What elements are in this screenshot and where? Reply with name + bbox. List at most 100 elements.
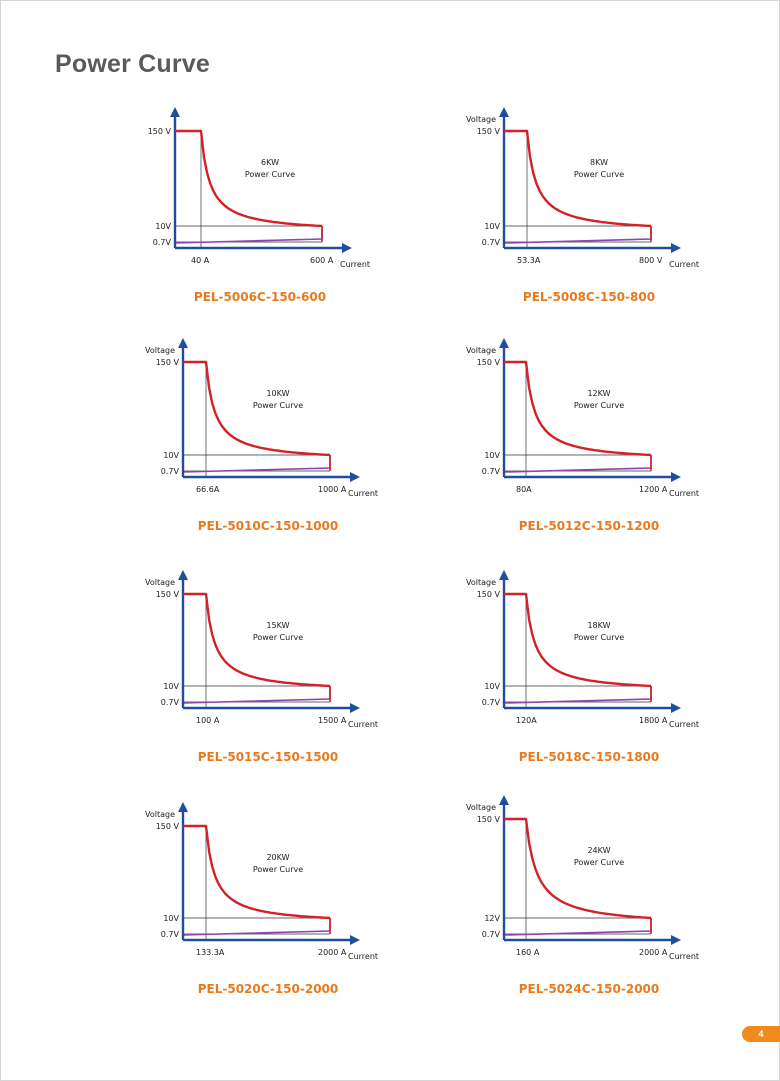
chart-subtitle: Power Curve <box>574 633 624 642</box>
y-tick-label-floor: 0.7V <box>482 238 501 247</box>
current-axis-arrow <box>342 243 352 253</box>
voltage-axis-arrow <box>499 795 509 805</box>
y-tick-label-floor: 0.7V <box>482 698 501 707</box>
y-tick-label-min: 10V <box>484 682 500 691</box>
y-tick-label-min: 10V <box>163 914 179 923</box>
model-label: PEL-5018C-150-1800 <box>519 750 660 764</box>
current-axis-label: Current <box>669 952 699 961</box>
voltage-axis-arrow <box>170 107 180 117</box>
y-tick-label-max: 150 V <box>148 127 172 136</box>
chart-subtitle: Power Curve <box>574 170 624 179</box>
y-tick-label-max: 150 V <box>156 358 180 367</box>
power-curve-line <box>504 592 652 688</box>
model-label: PEL-5008C-150-800 <box>523 290 655 304</box>
y-tick-label-max: 150 V <box>477 590 501 599</box>
low-voltage-boundary <box>182 918 331 936</box>
voltage-axis-arrow <box>499 570 509 580</box>
y-tick-label-min: 10V <box>163 451 179 460</box>
chart-subtitle: Power Curve <box>574 401 624 410</box>
x-tick-label-knee: 100 A <box>196 716 220 725</box>
page-number-badge: 4 <box>742 1026 780 1042</box>
chart-title: 6KW <box>261 158 279 167</box>
voltage-axis-label: Voltage <box>145 578 175 587</box>
chart-title: 18KW <box>587 621 610 630</box>
model-label: PEL-5012C-150-1200 <box>519 519 660 533</box>
current-axis-label: Current <box>348 489 378 498</box>
power-curve-chart-5: Voltage 150 V 10V 0.7V 100 A 1500 A Current 15K… <box>145 570 378 764</box>
voltage-axis-label: Voltage <box>466 578 496 587</box>
chart-title: 10KW <box>266 389 289 398</box>
current-axis-label: Current <box>669 489 699 498</box>
low-voltage-boundary <box>174 226 323 244</box>
power-curve-line <box>183 592 331 688</box>
x-tick-label-max: 1800 A <box>639 716 668 725</box>
chart-title: 8KW <box>590 158 608 167</box>
current-axis-label: Current <box>340 260 370 269</box>
power-curve-line <box>183 824 331 920</box>
voltage-axis-label: Voltage <box>466 346 496 355</box>
low-voltage-boundary <box>182 455 331 473</box>
y-tick-label-max: 150 V <box>156 822 180 831</box>
y-tick-label-min: 12V <box>484 914 500 923</box>
power-curve-chart-2: Voltage 150 V 10V 0.7V 53.3A 800 V Current 8KW P… <box>466 107 699 304</box>
chart-title: 12KW <box>587 389 610 398</box>
low-voltage-boundary <box>503 226 652 244</box>
model-label: PEL-5024C-150-2000 <box>519 982 660 996</box>
voltage-axis-label: Voltage <box>466 803 496 812</box>
y-tick-label-max: 150 V <box>477 358 501 367</box>
power-curve-chart-6: Voltage 150 V 10V 0.7V 120A 1800 A Current 18KW… <box>466 570 699 764</box>
x-tick-label-max: 2000 A <box>639 948 668 957</box>
chart-subtitle: Power Curve <box>574 858 624 867</box>
current-axis-arrow <box>671 243 681 253</box>
y-tick-label-min: 10V <box>155 222 171 231</box>
x-tick-label-knee: 66.6A <box>196 485 220 494</box>
y-tick-label-min: 10V <box>484 222 500 231</box>
voltage-axis-arrow <box>178 802 188 812</box>
voltage-axis-label: Voltage <box>145 346 175 355</box>
power-curve-line <box>175 129 323 228</box>
voltage-axis-arrow <box>499 338 509 348</box>
model-label: PEL-5020C-150-2000 <box>198 982 339 996</box>
current-axis-arrow <box>671 472 681 482</box>
y-tick-label-floor: 0.7V <box>161 467 180 476</box>
y-tick-label-floor: 0.7V <box>482 930 501 939</box>
power-curve-line <box>504 817 652 920</box>
chart-subtitle: Power Curve <box>253 401 303 410</box>
x-tick-label-max: 2000 A <box>318 948 347 957</box>
power-curve-chart-3: Voltage 150 V 10V 0.7V 66.6A 1000 A Current 10K… <box>145 338 378 533</box>
chart-subtitle: Power Curve <box>253 633 303 642</box>
chart-subtitle: Power Curve <box>245 170 295 179</box>
x-tick-label-knee: 40 A <box>191 256 210 265</box>
current-axis-label: Current <box>669 260 699 269</box>
chart-subtitle: Power Curve <box>253 865 303 874</box>
power-curve-line <box>504 360 652 457</box>
y-tick-label-floor: 0.7V <box>161 930 180 939</box>
y-tick-label-floor: 0.7V <box>482 467 501 476</box>
voltage-axis-label: Voltage <box>466 115 496 124</box>
x-tick-label-knee: 120A <box>516 716 537 725</box>
x-tick-label-knee: 133.3A <box>196 948 225 957</box>
voltage-axis-arrow <box>178 338 188 348</box>
x-tick-label-max: 800 V <box>639 256 663 265</box>
y-tick-label-max: 150 V <box>156 590 180 599</box>
low-voltage-boundary <box>182 686 331 704</box>
chart-title: 15KW <box>266 621 289 630</box>
power-curve-chart-7: Voltage 150 V 10V 0.7V 133.3A 2000 A Current 20… <box>145 802 378 996</box>
page-title: Power Curve <box>55 50 211 78</box>
current-axis-label: Current <box>348 720 378 729</box>
voltage-axis-arrow <box>499 107 509 117</box>
model-label: PEL-5006C-150-600 <box>194 290 326 304</box>
power-curve-line <box>504 129 652 228</box>
voltage-axis-label: Voltage <box>145 810 175 819</box>
current-axis-label: Current <box>348 952 378 961</box>
y-tick-label-min: 10V <box>484 451 500 460</box>
y-tick-label-floor: 0.7V <box>153 238 172 247</box>
power-curve-chart-8: Voltage 150 V 12V 0.7V 160 A 2000 A Current 24K… <box>466 795 699 996</box>
x-tick-label-knee: 53.3A <box>517 256 541 265</box>
chart-title: 24KW <box>587 846 610 855</box>
y-tick-label-floor: 0.7V <box>161 698 180 707</box>
chart-title: 20KW <box>266 853 289 862</box>
x-tick-label-max: 1000 A <box>318 485 347 494</box>
model-label: PEL-5010C-150-1000 <box>198 519 339 533</box>
